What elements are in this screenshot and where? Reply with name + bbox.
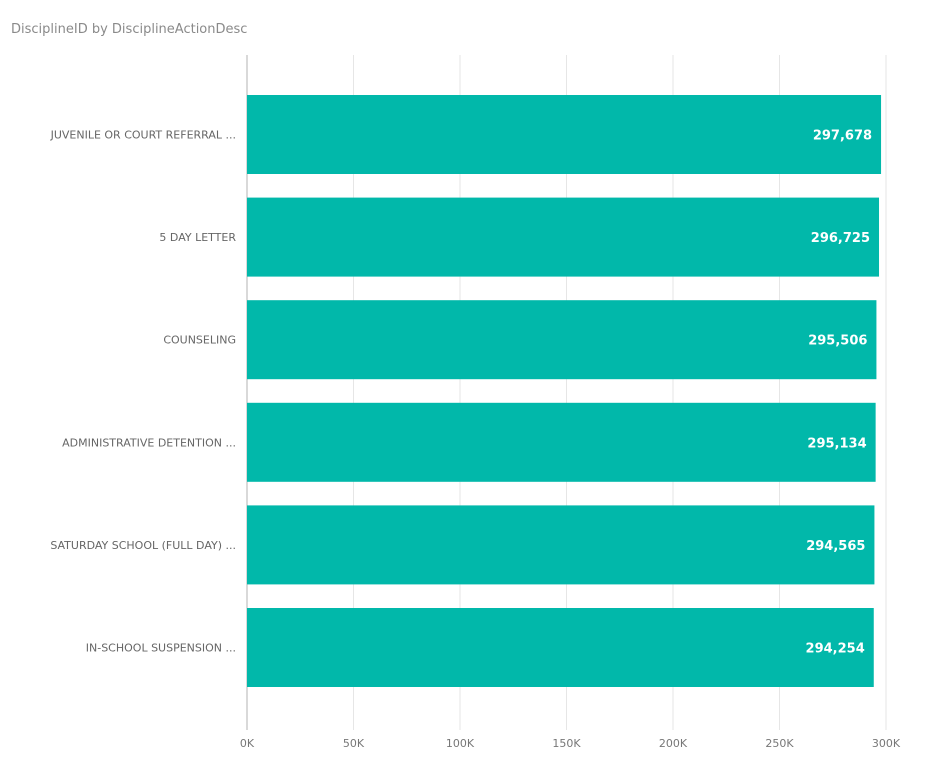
data-label: 294,254 <box>806 642 865 657</box>
category-label: COUNSELING <box>163 334 236 347</box>
x-tick-label: 0K <box>240 737 255 750</box>
x-tick-label: 100K <box>446 737 475 750</box>
category-label: SATURDAY SCHOOL (FULL DAY) ... <box>50 539 236 552</box>
bar <box>247 505 875 585</box>
bar <box>247 95 882 174</box>
chart-title: DisciplineID by DisciplineActionDesc <box>11 22 248 37</box>
data-label: 295,506 <box>808 334 867 349</box>
x-tick-label: 50K <box>343 737 365 750</box>
data-label: 296,725 <box>811 231 870 246</box>
bar <box>247 402 876 482</box>
category-label: ADMINISTRATIVE DETENTION ... <box>62 436 236 449</box>
category-label: IN-SCHOOL SUSPENSION ... <box>86 642 236 655</box>
category-label: JUVENILE OR COURT REFERRAL ... <box>50 129 236 142</box>
bar <box>247 300 877 380</box>
x-tick-label: 250K <box>765 737 794 750</box>
data-label: 295,134 <box>807 436 866 451</box>
bar <box>247 197 880 277</box>
x-tick-label: 150K <box>552 737 581 750</box>
x-tick-label: 300K <box>872 737 901 750</box>
bar <box>247 608 874 687</box>
data-label: 297,678 <box>813 129 872 144</box>
data-label: 294,565 <box>806 539 865 554</box>
x-tick-label: 200K <box>659 737 688 750</box>
category-label: 5 DAY LETTER <box>159 231 236 244</box>
